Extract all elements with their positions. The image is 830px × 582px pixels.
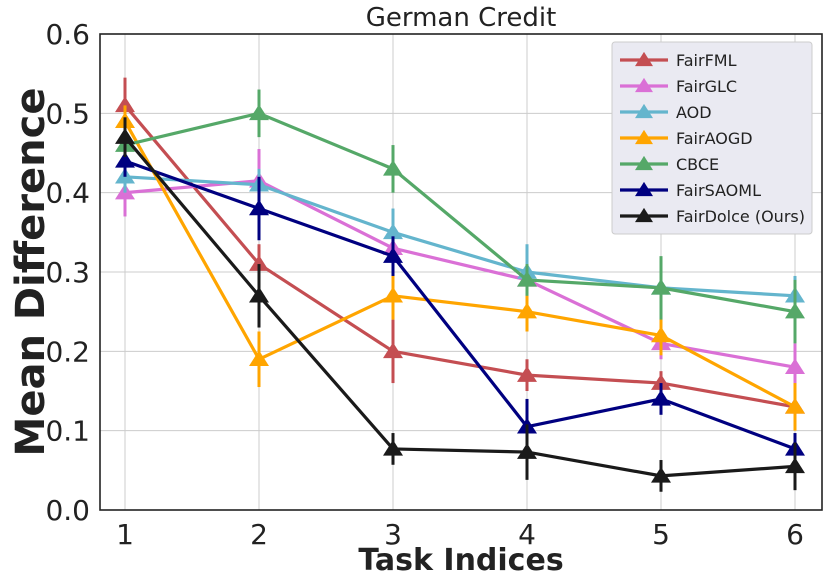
x-tick-labels: 1 2 3 4 5 6: [116, 518, 804, 551]
x-tick-label: 4: [518, 518, 536, 551]
legend-box: [611, 41, 813, 235]
data-point-marker: [249, 199, 269, 216]
legend-entry: FairGLC: [620, 77, 737, 96]
data-point-marker: [115, 96, 135, 113]
data-point-marker: [651, 278, 671, 295]
series-layer: [115, 77, 805, 492]
data-point-marker: [115, 128, 135, 144]
y-tick-label: 0.6: [45, 18, 90, 51]
legend-swatch-marker: [635, 103, 653, 119]
legend-swatch-marker: [635, 181, 653, 197]
y-tick-label: 0.4: [45, 177, 90, 210]
legend-swatch-marker: [635, 51, 653, 67]
x-axis-label: Task Indices: [358, 543, 563, 578]
series-line: [123, 104, 796, 409]
data-point-marker: [383, 286, 403, 303]
legend-entry: FairDolce (Ours): [620, 207, 805, 226]
legend-entry: FairFML: [620, 51, 737, 70]
legend-label: AOD: [676, 103, 712, 122]
data-point-marker: [249, 104, 269, 121]
legend: FairFML FairGLC AOD FairAOGD CBCE FairSAOML Fa…: [611, 41, 813, 235]
x-tick-label: 3: [384, 518, 402, 551]
data-point-marker: [383, 247, 403, 263]
legend-swatch-marker: [635, 129, 653, 145]
data-point-marker: [115, 151, 135, 168]
y-tick-label: 0.0: [45, 494, 90, 527]
x-tick-label: 1: [116, 518, 134, 551]
legend-swatch-marker: [635, 207, 653, 223]
x-tick-label: 2: [250, 518, 268, 551]
series-fairdolce-ours: [115, 117, 805, 492]
data-point-marker: [785, 397, 805, 414]
data-point-marker: [785, 358, 805, 374]
data-point-marker: [383, 439, 403, 456]
legend-label: FairGLC: [676, 77, 737, 96]
data-point-marker: [517, 443, 537, 459]
legend-entry: AOD: [620, 103, 712, 122]
chart-title: German Credit: [366, 3, 557, 33]
legend-swatch-marker: [635, 155, 653, 171]
legend-label: FairFML: [676, 51, 737, 70]
plot-frame: [99, 33, 823, 511]
data-point-marker: [651, 326, 671, 343]
data-point-marker: [785, 457, 805, 474]
data-point-marker: [651, 389, 671, 406]
x-tick-label: 5: [652, 518, 670, 551]
data-point-marker: [517, 270, 537, 287]
series-fairfml: [115, 77, 805, 423]
series-line: [124, 175, 796, 298]
legend-label: CBCE: [676, 155, 719, 174]
y-tick-labels: 0.0 0.1 0.2 0.3 0.4 0.5 0.6: [45, 18, 90, 527]
data-point-marker: [517, 302, 537, 319]
series-line: [123, 136, 796, 478]
series-line: [124, 159, 796, 451]
data-point-marker: [249, 286, 269, 303]
data-point-marker: [383, 342, 403, 359]
data-point-marker: [785, 302, 805, 319]
data-point-marker: [249, 350, 269, 367]
data-point-marker: [517, 366, 537, 382]
legend-label: FairDolce (Ours): [676, 207, 805, 226]
data-point-marker: [249, 255, 269, 271]
y-tick-label: 0.2: [45, 335, 90, 368]
data-point-marker: [651, 374, 671, 390]
legend-label: FairSAOML: [676, 181, 761, 200]
legend-label: FairAOGD: [676, 129, 753, 148]
legend-entry: FairSAOML: [620, 181, 761, 200]
x-tick-label: 6: [786, 518, 804, 551]
data-point-marker: [383, 159, 403, 176]
series-line: [124, 111, 796, 314]
y-axis-label: Mean Difference: [8, 88, 54, 457]
data-point-marker: [651, 466, 671, 483]
legend-entry: CBCE: [620, 155, 719, 174]
series-line: [123, 120, 796, 409]
data-point-marker: [383, 223, 403, 240]
legend-swatch-marker: [635, 77, 653, 93]
y-tick-label: 0.5: [45, 97, 90, 130]
y-tick-label: 0.1: [45, 415, 90, 448]
y-tick-label: 0.3: [45, 256, 90, 289]
legend-entry: FairAOGD: [620, 129, 753, 148]
